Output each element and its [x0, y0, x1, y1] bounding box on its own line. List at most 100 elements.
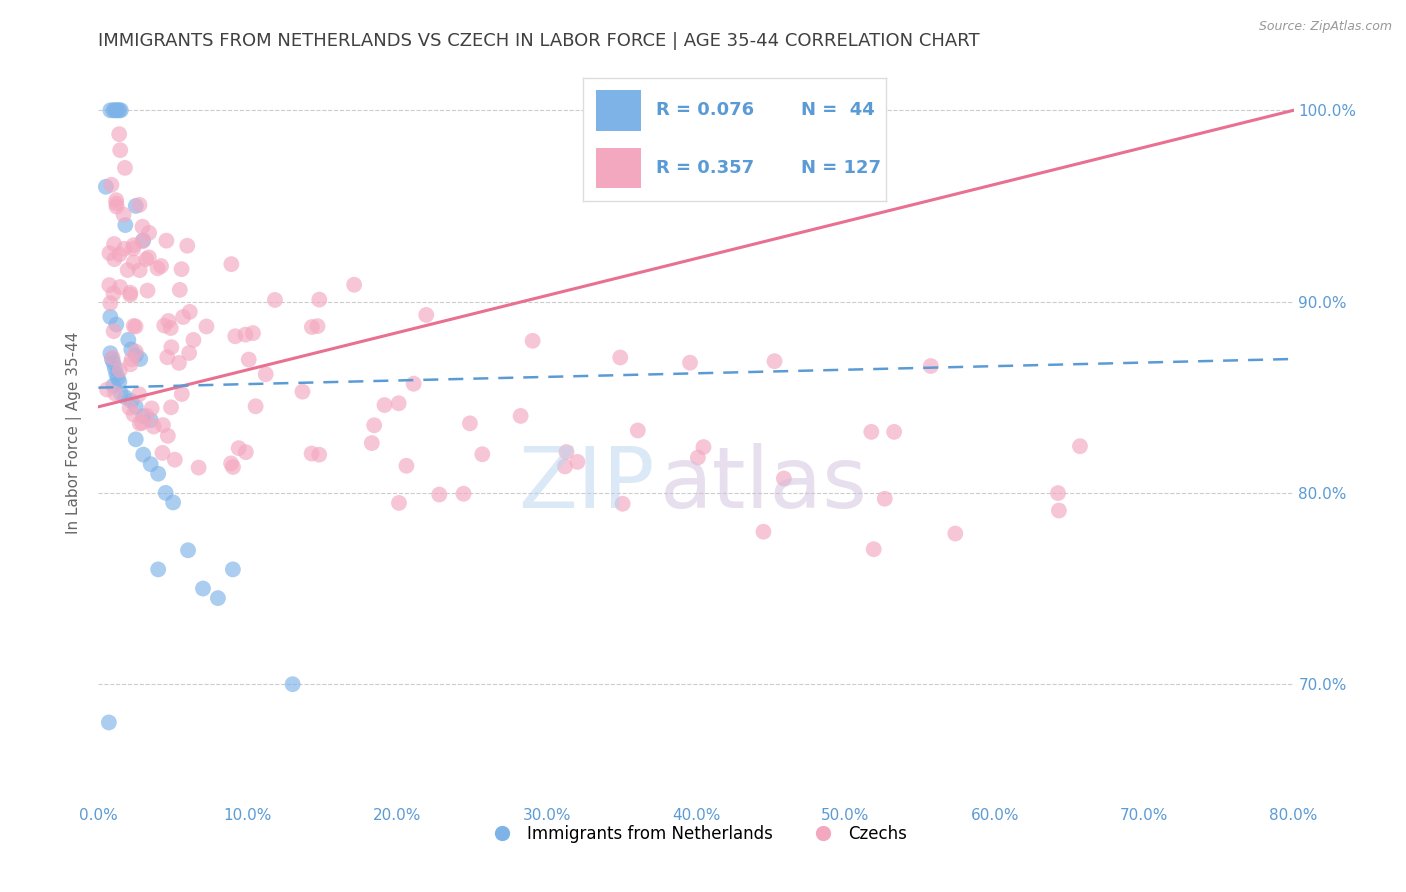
- Immigrants from Netherlands: [103, 356, 125, 370]
- Immigrants from Netherlands: [281, 677, 304, 691]
- Immigrants from Netherlands: [108, 103, 131, 118]
- Immigrants from Netherlands: [129, 351, 152, 366]
- Immigrants from Netherlands: [120, 343, 142, 357]
- Immigrants from Netherlands: [125, 348, 148, 362]
- Czechs: [1047, 503, 1070, 517]
- Czechs: [555, 445, 578, 459]
- Immigrants from Netherlands: [125, 400, 148, 414]
- Czechs: [427, 487, 450, 501]
- Czechs: [245, 399, 267, 413]
- Czechs: [388, 396, 411, 410]
- Czechs: [301, 446, 323, 460]
- Legend: Immigrants from Netherlands, Czechs: Immigrants from Netherlands, Czechs: [478, 819, 914, 850]
- Czechs: [155, 234, 177, 248]
- Czechs: [170, 387, 193, 401]
- Text: R = 0.076: R = 0.076: [657, 101, 754, 120]
- Czechs: [471, 447, 494, 461]
- Text: R = 0.357: R = 0.357: [657, 159, 754, 178]
- Czechs: [179, 346, 201, 360]
- Czechs: [360, 436, 382, 450]
- Czechs: [141, 401, 163, 416]
- Immigrants from Netherlands: [177, 543, 200, 558]
- Czechs: [101, 351, 124, 365]
- Czechs: [692, 440, 714, 454]
- Czechs: [554, 459, 576, 474]
- Immigrants from Netherlands: [114, 390, 136, 404]
- Czechs: [308, 293, 330, 307]
- Czechs: [122, 255, 145, 269]
- Czechs: [363, 418, 385, 433]
- Czechs: [136, 284, 159, 298]
- Czechs: [509, 409, 531, 423]
- Czechs: [343, 277, 366, 292]
- Czechs: [121, 352, 143, 367]
- Immigrants from Netherlands: [148, 467, 170, 481]
- Immigrants from Netherlands: [139, 457, 162, 471]
- Czechs: [1069, 439, 1091, 453]
- Immigrants from Netherlands: [222, 562, 245, 576]
- Text: ZIP: ZIP: [517, 443, 654, 526]
- Czechs: [167, 356, 190, 370]
- Czechs: [128, 263, 150, 277]
- Czechs: [219, 457, 242, 471]
- Czechs: [373, 398, 395, 412]
- Immigrants from Netherlands: [107, 103, 129, 118]
- Immigrants from Netherlands: [97, 715, 120, 730]
- Czechs: [609, 351, 631, 365]
- Czechs: [183, 333, 205, 347]
- Czechs: [1046, 486, 1069, 500]
- Immigrants from Netherlands: [114, 218, 136, 232]
- Czechs: [160, 340, 183, 354]
- Czechs: [301, 320, 323, 334]
- Czechs: [150, 259, 173, 273]
- Text: IMMIGRANTS FROM NETHERLANDS VS CZECH IN LABOR FORCE | AGE 35-44 CORRELATION CHAR: IMMIGRANTS FROM NETHERLANDS VS CZECH IN …: [98, 32, 980, 50]
- Czechs: [156, 350, 179, 364]
- Czechs: [153, 318, 176, 333]
- Czechs: [142, 419, 165, 434]
- Czechs: [221, 257, 243, 271]
- Immigrants from Netherlands: [117, 333, 139, 347]
- Czechs: [228, 441, 250, 455]
- Czechs: [612, 497, 634, 511]
- Text: N =  44: N = 44: [801, 101, 875, 120]
- Czechs: [415, 308, 437, 322]
- Czechs: [860, 425, 883, 439]
- Czechs: [131, 219, 153, 234]
- Czechs: [453, 487, 475, 501]
- Czechs: [627, 424, 650, 438]
- Czechs: [242, 326, 264, 340]
- Czechs: [103, 324, 125, 338]
- Czechs: [120, 288, 142, 302]
- Text: N = 127: N = 127: [801, 159, 882, 178]
- Immigrants from Netherlands: [104, 103, 127, 118]
- Czechs: [114, 161, 136, 175]
- Czechs: [157, 314, 180, 328]
- Czechs: [108, 363, 131, 377]
- Immigrants from Netherlands: [94, 179, 117, 194]
- Czechs: [112, 242, 135, 256]
- Czechs: [100, 178, 122, 192]
- Czechs: [522, 334, 544, 348]
- Czechs: [235, 445, 257, 459]
- Czechs: [125, 344, 148, 359]
- Czechs: [308, 448, 330, 462]
- Czechs: [110, 143, 132, 157]
- Czechs: [152, 446, 174, 460]
- Czechs: [117, 263, 139, 277]
- Czechs: [873, 491, 896, 506]
- Immigrants from Netherlands: [98, 310, 122, 324]
- Czechs: [103, 252, 125, 267]
- Czechs: [138, 250, 160, 264]
- Immigrants from Netherlands: [110, 103, 132, 118]
- Czechs: [883, 425, 905, 439]
- Czechs: [108, 280, 131, 294]
- Czechs: [679, 356, 702, 370]
- Immigrants from Netherlands: [125, 199, 148, 213]
- Czechs: [105, 193, 128, 207]
- Immigrants from Netherlands: [132, 409, 155, 424]
- Immigrants from Netherlands: [132, 233, 155, 247]
- Czechs: [131, 234, 153, 248]
- Czechs: [108, 247, 131, 261]
- Czechs: [307, 319, 329, 334]
- Immigrants from Netherlands: [108, 375, 131, 389]
